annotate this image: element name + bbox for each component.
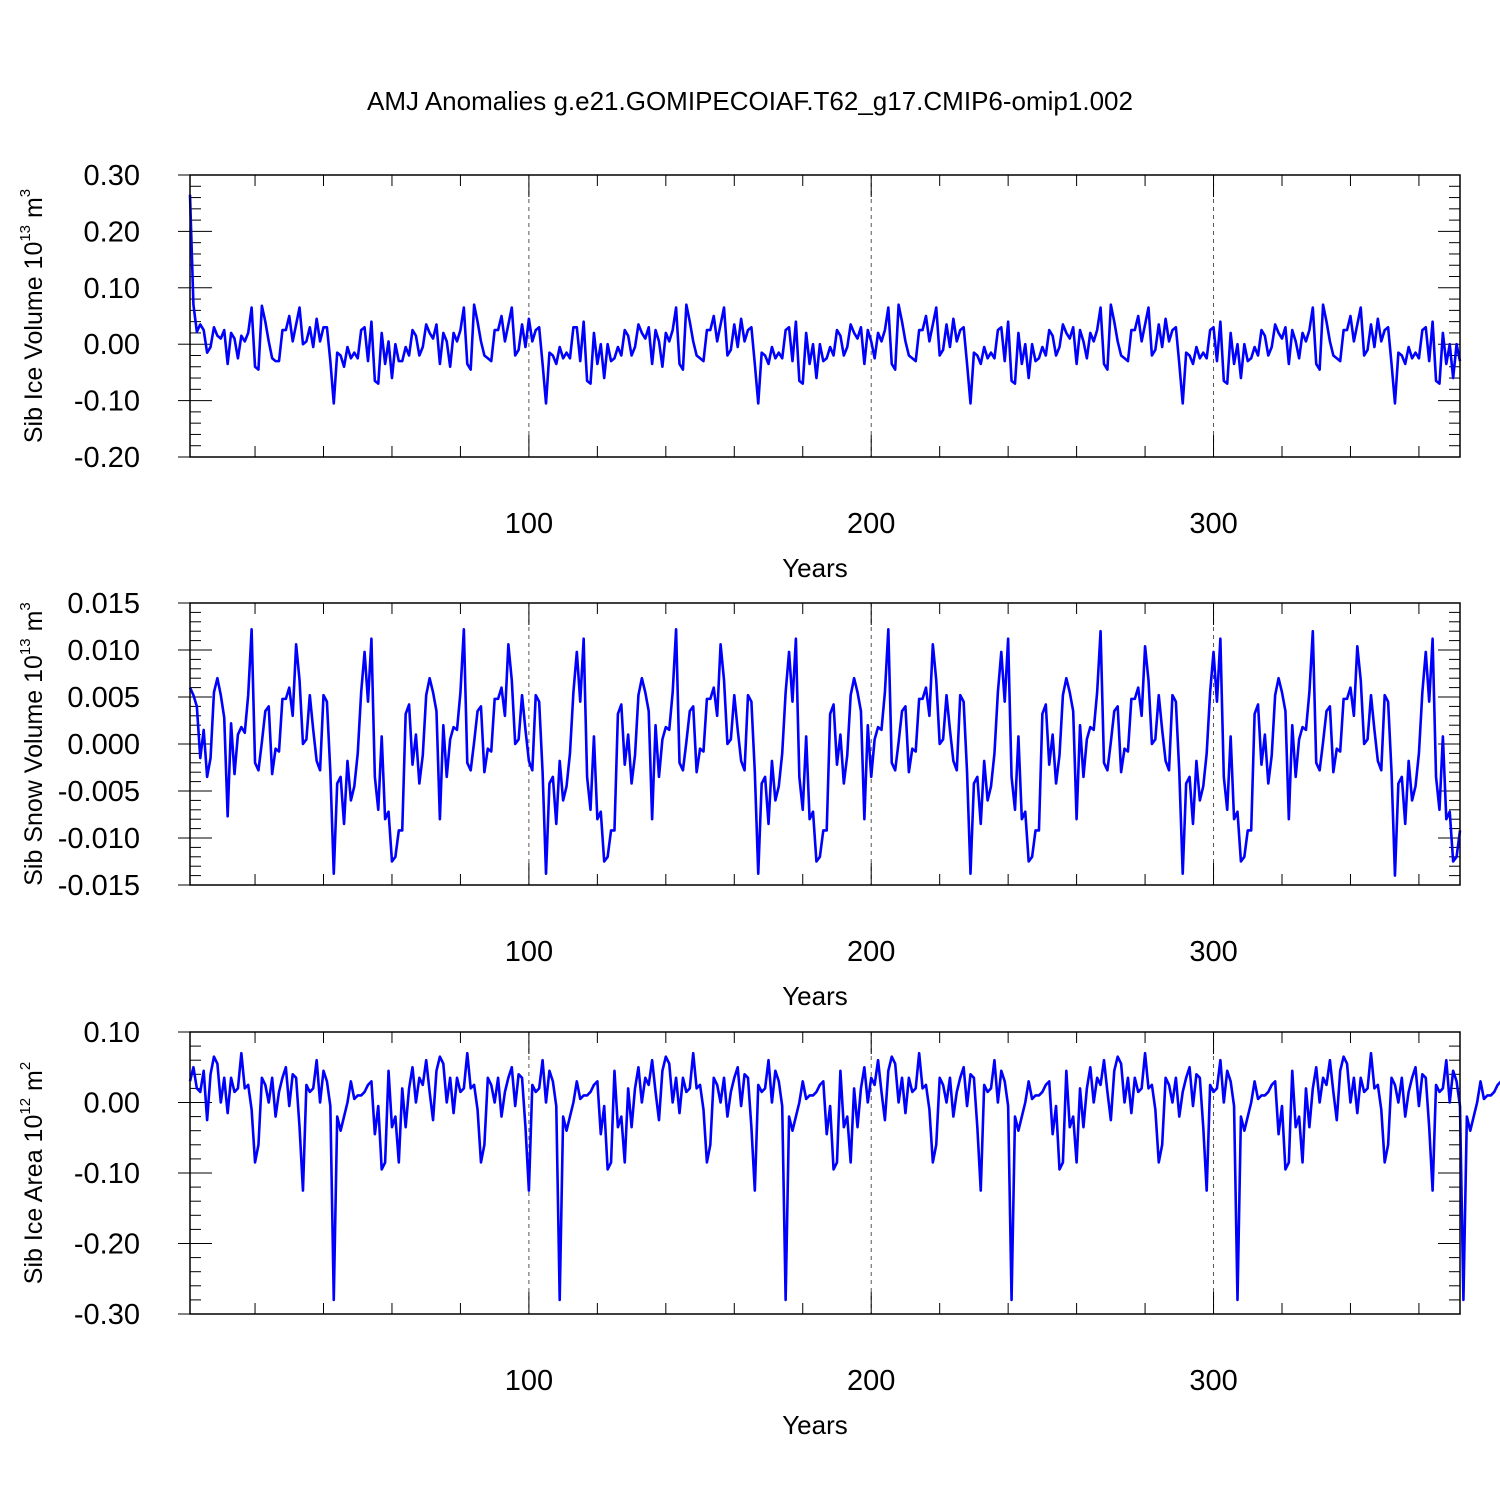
panel-snow-volume: -0.015 -0.010 -0.005 0.000 0.005 0.010 0.015 10… xyxy=(17,588,1462,1011)
ice-area-ytick-label: -0.30 xyxy=(74,1299,140,1331)
snow-volume-ytick-label: 0.010 xyxy=(67,635,140,667)
ice-volume-ytick-label: 0.00 xyxy=(84,329,140,361)
ice-volume-xtick-label: 200 xyxy=(847,508,895,540)
ice-area-series-line xyxy=(188,1051,1500,1302)
panel-ice-area: -0.30 -0.20 -0.10 0.00 0.10 100 200 300 Years Sib… xyxy=(17,1017,1500,1440)
snow-volume-xlabel: Years xyxy=(782,981,848,1011)
snow-volume-ytick-label: -0.015 xyxy=(58,870,140,902)
ice-volume-ytick-label: -0.20 xyxy=(74,442,140,474)
ice-volume-plot-frame xyxy=(189,174,1461,458)
ice-area-ytick-label: 0.00 xyxy=(84,1088,140,1120)
ice-volume-ytick-label: 0.10 xyxy=(84,273,140,305)
snow-volume-ytick-label: 0.005 xyxy=(67,682,140,714)
panel-ice-volume: -0.20 -0.10 0.00 0.10 0.20 0.30 100 200 300 Years… xyxy=(17,160,1462,583)
snow-volume-ytick-label: -0.005 xyxy=(58,776,140,808)
ice-volume-series-line xyxy=(188,194,1462,405)
ice-area-ytick-label: 0.10 xyxy=(84,1017,140,1049)
chart-title: AMJ Anomalies g.e21.GOMIPECOIAF.T62_g17.… xyxy=(367,86,1133,116)
snow-volume-ylabel: Sib Snow Volume 1013 m3 xyxy=(17,602,48,886)
ice-volume-xtick-label: 100 xyxy=(505,508,553,540)
ice-area-xtick-label: 300 xyxy=(1189,1365,1237,1397)
ice-area-ytick-label: -0.10 xyxy=(74,1158,140,1190)
snow-volume-xtick-label: 200 xyxy=(847,936,895,968)
ice-area-xlabel: Years xyxy=(782,1410,848,1440)
snow-volume-xtick-label: 300 xyxy=(1189,936,1237,968)
snow-volume-ytick-label: -0.010 xyxy=(58,823,140,855)
ice-volume-ytick-label: -0.10 xyxy=(74,386,140,418)
ice-area-xtick-label: 200 xyxy=(847,1365,895,1397)
snow-volume-ytick-label: 0.000 xyxy=(67,729,140,761)
snow-volume-series-line xyxy=(188,628,1462,877)
ice-area-ytick-label: -0.20 xyxy=(74,1229,140,1261)
ice-area-ylabel: Sib Ice Area 1012 m2 xyxy=(17,1062,48,1284)
ice-volume-ytick-label: 0.30 xyxy=(84,160,140,192)
ice-volume-ylabel: Sib Ice Volume 1013 m3 xyxy=(17,189,48,443)
ice-area-plot-frame xyxy=(189,1031,1461,1315)
snow-volume-plot-frame xyxy=(189,602,1461,886)
snow-volume-xtick-label: 100 xyxy=(505,936,553,968)
ice-volume-xtick-label: 300 xyxy=(1189,508,1237,540)
ice-area-xtick-label: 100 xyxy=(505,1365,553,1397)
snow-volume-ytick-label: 0.015 xyxy=(67,588,140,620)
ice-volume-xlabel: Years xyxy=(782,553,848,583)
ice-volume-ytick-label: 0.20 xyxy=(84,216,140,248)
